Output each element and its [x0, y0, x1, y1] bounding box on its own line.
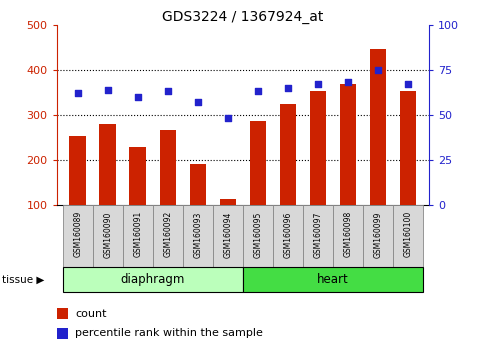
FancyBboxPatch shape	[63, 205, 93, 267]
Bar	[310, 91, 326, 205]
FancyBboxPatch shape	[183, 205, 213, 267]
FancyBboxPatch shape	[243, 205, 273, 267]
FancyBboxPatch shape	[243, 267, 423, 292]
FancyBboxPatch shape	[213, 205, 243, 267]
Point	[224, 115, 232, 121]
Bar	[340, 84, 356, 205]
Text: GSM160098: GSM160098	[343, 211, 352, 257]
FancyBboxPatch shape	[333, 205, 363, 267]
Text: GSM160093: GSM160093	[193, 211, 202, 258]
Bar	[189, 164, 206, 205]
Text: GSM160099: GSM160099	[373, 211, 383, 258]
Point	[194, 99, 202, 105]
FancyBboxPatch shape	[93, 205, 123, 267]
Bar	[160, 130, 176, 205]
FancyBboxPatch shape	[123, 205, 153, 267]
Text: GSM160096: GSM160096	[283, 211, 292, 258]
Text: heart: heart	[317, 273, 349, 286]
Text: GSM160094: GSM160094	[223, 211, 232, 258]
Bar	[57, 328, 68, 339]
Text: GSM160097: GSM160097	[314, 211, 322, 258]
Text: GSM160095: GSM160095	[253, 211, 262, 258]
Bar	[100, 124, 116, 205]
Bar	[280, 104, 296, 205]
Point	[404, 81, 412, 87]
FancyBboxPatch shape	[303, 205, 333, 267]
Point	[284, 85, 292, 91]
Text: GSM160091: GSM160091	[133, 211, 142, 257]
FancyBboxPatch shape	[363, 205, 393, 267]
Bar	[57, 308, 68, 319]
Text: GSM160092: GSM160092	[163, 211, 172, 257]
Point	[134, 94, 141, 99]
Bar	[219, 199, 236, 205]
FancyBboxPatch shape	[393, 205, 423, 267]
Point	[314, 81, 322, 87]
Point	[374, 67, 382, 73]
Point	[104, 87, 112, 92]
Point	[254, 88, 262, 94]
Point	[164, 88, 172, 94]
Text: percentile rank within the sample: percentile rank within the sample	[75, 328, 263, 338]
Text: GSM160100: GSM160100	[403, 211, 413, 257]
Bar	[249, 121, 266, 205]
Text: tissue ▶: tissue ▶	[2, 274, 45, 284]
Text: count: count	[75, 309, 107, 319]
Title: GDS3224 / 1367924_at: GDS3224 / 1367924_at	[162, 10, 323, 24]
Bar	[370, 48, 386, 205]
Text: GSM160090: GSM160090	[103, 211, 112, 258]
Bar	[70, 136, 86, 205]
Bar	[400, 91, 416, 205]
Point	[74, 90, 82, 96]
Text: diaphragm: diaphragm	[121, 273, 185, 286]
FancyBboxPatch shape	[63, 267, 243, 292]
FancyBboxPatch shape	[273, 205, 303, 267]
Bar	[130, 147, 146, 205]
Point	[344, 80, 352, 85]
FancyBboxPatch shape	[153, 205, 183, 267]
Text: GSM160089: GSM160089	[73, 211, 82, 257]
